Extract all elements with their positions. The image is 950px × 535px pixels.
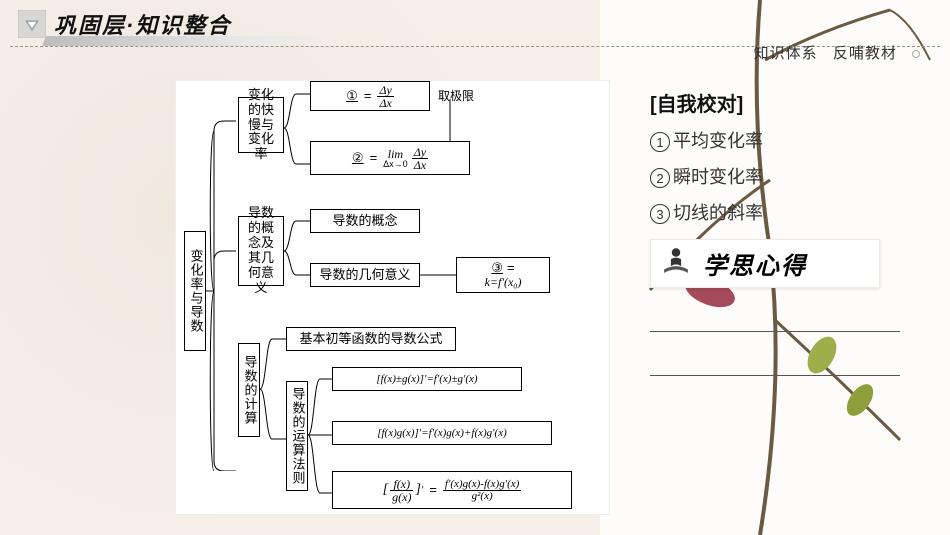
write-line-2 — [650, 350, 900, 376]
node-q3: ③= k=f′(x₀) — [456, 257, 550, 293]
answers-heading: [自我校对] — [650, 88, 930, 117]
reflection-text: 学思心得 — [703, 246, 807, 281]
node-q2: ② = lim Δx→0 ΔyΔx — [310, 141, 470, 175]
dot-icon — [912, 50, 920, 58]
node-l1b: 导数的概念及其几何意义 — [238, 216, 284, 286]
concept-tree: 变化率与导数 变化的快慢与变化率 ① = ΔyΔx 取极限 ② = lim Δ — [176, 81, 609, 514]
node-l1a: 变化的快慢与变化率 — [238, 97, 284, 153]
answer-3: 3切线的斜率 — [650, 199, 930, 225]
node-root: 变化率与导数 — [184, 231, 206, 351]
answer-2: 2瞬时变化率 — [650, 163, 930, 189]
bracket-l1b — [284, 213, 310, 289]
arrow-down-icon — [18, 10, 46, 38]
header-right: 知识体系 反哺教材 — [744, 42, 920, 63]
header-right-2: 反哺教材 — [833, 45, 897, 62]
node-l1c: 导数的计算 — [238, 343, 260, 437]
q1-label: ① — [346, 89, 358, 104]
q2-label: ② — [352, 151, 364, 166]
bracket-l1c — [260, 331, 286, 461]
node-concept: 导数的概念 — [310, 209, 420, 233]
line-geom — [420, 274, 456, 276]
diagram-panel: 变化率与导数 变化的快慢与变化率 ① = ΔyΔx 取极限 ② = lim Δ — [175, 80, 610, 515]
answer-1: 1平均变化率 — [650, 127, 930, 153]
bracket-l1a — [284, 86, 310, 176]
node-rule1: [f(x)±g(x)]′=f′(x)±g′(x) — [332, 367, 522, 391]
node-rules: 导数的运算法则 — [286, 381, 308, 491]
page-title: 巩固层·知识整合 — [54, 8, 291, 40]
header-right-1: 知识体系 — [754, 45, 818, 62]
reflection-badge: 学思心得 — [650, 239, 880, 288]
reader-icon — [659, 244, 693, 283]
write-line-1 — [650, 306, 900, 332]
bracket-root — [206, 111, 236, 471]
node-rule3: [ f(x)g(x) ] ′ = f′(x)g(x)-f(x)g′(x)g²(x… — [332, 471, 572, 509]
bracket-rules — [308, 371, 332, 509]
header: 巩固层·知识整合 — [0, 0, 950, 48]
node-q1: ① = ΔyΔx — [310, 81, 430, 111]
node-rule2: [f(x)g(x)]′=f′(x)g(x)+f(x)g′(x) — [332, 421, 552, 445]
node-basic: 基本初等函数的导数公式 — [286, 327, 456, 351]
right-panel: [自我校对] 1平均变化率 2瞬时变化率 3切线的斜率 学思心得 — [650, 88, 930, 376]
node-geom: 导数的几何意义 — [310, 263, 420, 287]
